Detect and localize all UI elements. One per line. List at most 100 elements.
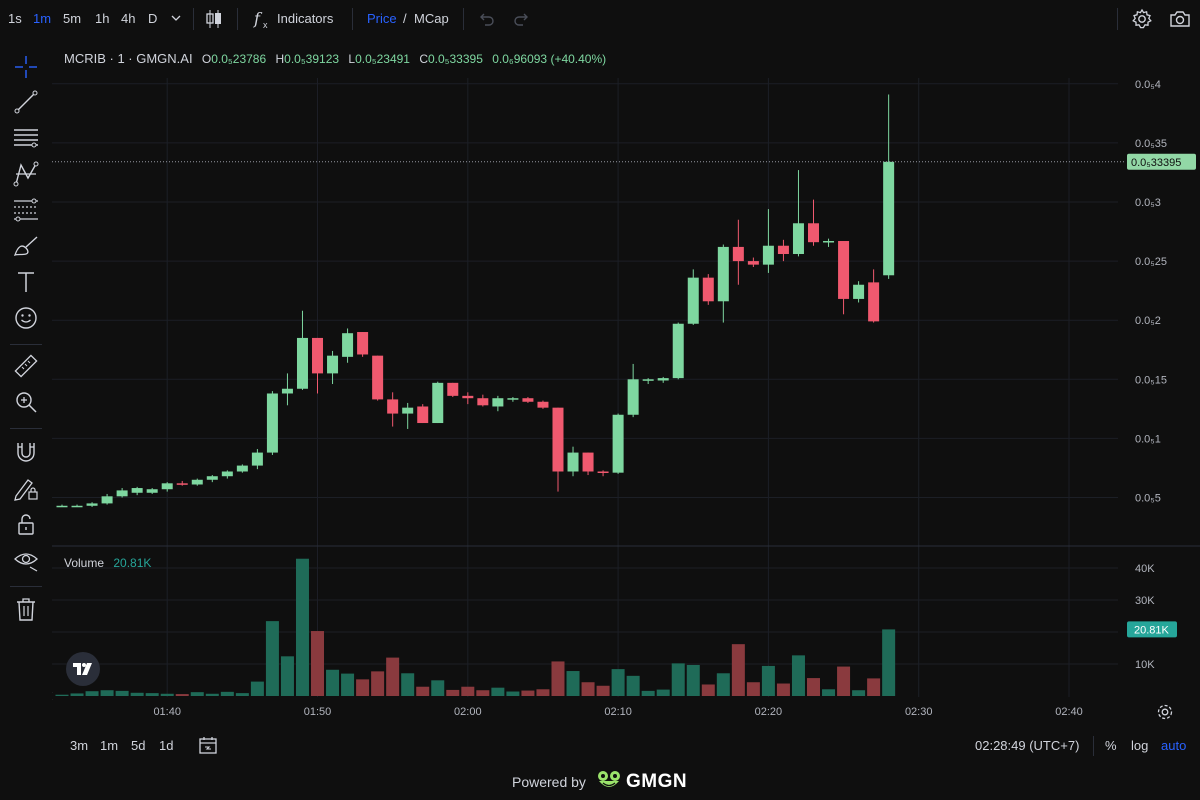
candle-body (522, 398, 534, 402)
candle-body (747, 261, 759, 265)
powered-by-text: Powered by (512, 774, 586, 790)
volume-bar (371, 671, 385, 696)
volume-bar (611, 669, 625, 696)
emoji-icon[interactable] (12, 304, 40, 332)
candle-body (567, 452, 579, 472)
candle-body (777, 245, 789, 255)
volume-bar (656, 689, 670, 696)
time-tick-label: 01:40 (153, 706, 181, 718)
volume-bar (701, 684, 715, 696)
price-tick-label: 0.0₅3 (1135, 197, 1161, 209)
volume-bar (220, 691, 234, 696)
range-3m[interactable]: 3m (70, 738, 89, 753)
candle-body (642, 379, 654, 381)
open-label: O (201, 52, 212, 66)
last-volume-tag: 20.81K (1127, 621, 1177, 638)
crosshair-icon[interactable] (12, 53, 40, 81)
candles (56, 94, 895, 508)
redo-icon[interactable] (513, 11, 531, 27)
gear-icon[interactable] (1131, 8, 1153, 30)
time-tick-label: 02:40 (1055, 706, 1083, 718)
percent-toggle[interactable]: % (1105, 738, 1117, 753)
range-5d[interactable]: 5d (131, 738, 146, 753)
candle-body (687, 277, 699, 324)
interval-1m[interactable]: 1m (33, 11, 52, 26)
volume-tick-label: 10K (1135, 659, 1155, 671)
volume-bar (175, 694, 189, 696)
clock-display[interactable]: 02:28:49 (UTC+7) (975, 738, 1080, 753)
price-tick-label: 0.0₅1 (1135, 433, 1161, 445)
eye-icon[interactable] (12, 546, 40, 574)
interval-5m[interactable]: 5m (63, 11, 82, 26)
volume-bar (566, 671, 580, 696)
range-1m[interactable]: 1m (100, 738, 119, 753)
candle-body (191, 479, 203, 485)
zoom-in-icon[interactable] (12, 388, 40, 416)
candle-body (251, 452, 263, 466)
indicators-button[interactable]: Indicators (277, 11, 334, 26)
toolbar-divider (10, 428, 42, 429)
candle-body (236, 465, 248, 472)
interval-d[interactable]: D (148, 11, 158, 26)
trend-line-icon[interactable] (12, 88, 40, 116)
tradingview-logo[interactable] (66, 652, 100, 686)
fib-retracement-icon[interactable] (12, 196, 40, 224)
interval-1s[interactable]: 1s (8, 11, 22, 26)
brush-icon[interactable] (12, 232, 40, 260)
time-tick-label: 02:20 (755, 706, 783, 718)
low-label: L (348, 52, 356, 66)
interval-4h[interactable]: 4h (121, 11, 136, 26)
axis-settings-icon[interactable] (1155, 702, 1175, 722)
mcap-toggle[interactable]: MCap (414, 11, 449, 26)
drawing-toolbar (0, 38, 52, 730)
undo-icon[interactable] (477, 11, 495, 27)
grid-lines (52, 78, 1118, 697)
open-value: 0.0₅23786 (211, 52, 267, 66)
ruler-icon[interactable] (12, 352, 40, 380)
volume-bar (822, 689, 836, 696)
candle-body (447, 382, 459, 396)
volume-bar (115, 690, 129, 696)
volume-bar (551, 661, 565, 696)
pattern-icon[interactable] (12, 160, 40, 188)
function-icon[interactable]: f x (252, 8, 272, 30)
svg-text:x: x (263, 20, 268, 30)
candle-body (868, 282, 880, 322)
interval-1h[interactable]: 1h (95, 11, 110, 26)
volume-bar (716, 673, 730, 696)
text-icon[interactable] (12, 268, 40, 296)
volume-bar (476, 690, 490, 696)
gmgn-brand[interactable]: GMGN (626, 771, 688, 792)
candle-body (312, 337, 324, 374)
volume-bar (761, 665, 775, 696)
candle-body (161, 483, 173, 490)
volume-bar (431, 680, 445, 696)
candlestick-icon[interactable] (204, 8, 224, 30)
price-tick-label: 0.0₅5 (1135, 493, 1161, 505)
price-toggle[interactable]: Price (367, 11, 397, 26)
auto-toggle[interactable]: auto (1161, 738, 1187, 753)
toggle-slash: / (403, 11, 407, 26)
volume-bar (85, 691, 99, 696)
unlock-icon[interactable] (12, 510, 40, 538)
ohlc-legend: MCRIB · 1 · GMGN.AI O0.0₅23786 H0.0₅3912… (64, 51, 606, 67)
trash-icon[interactable] (12, 595, 40, 623)
volume-bar (446, 689, 460, 696)
chevron-down-icon[interactable] (170, 12, 182, 24)
candle-body (146, 489, 158, 493)
lock-drawings-icon[interactable] (12, 474, 40, 502)
range-1d[interactable]: 1d (159, 738, 174, 753)
volume-label[interactable]: Volume (64, 556, 105, 570)
bottom-toolbar: 3m 1m 5d 1d 02:28:49 (UTC+7) % log auto (52, 730, 1200, 762)
log-toggle[interactable]: log (1131, 738, 1149, 753)
camera-icon[interactable] (1168, 8, 1192, 30)
magnet-icon[interactable] (12, 438, 40, 466)
symbol-title[interactable]: MCRIB · 1 · GMGN.AI (64, 51, 193, 66)
candle-body (342, 333, 354, 357)
volume-bar (250, 681, 264, 696)
date-range-icon[interactable] (197, 735, 219, 755)
footer: Powered by GMGN (0, 762, 1200, 800)
horizontal-lines-icon[interactable] (12, 124, 40, 152)
volume-bar (837, 666, 851, 696)
